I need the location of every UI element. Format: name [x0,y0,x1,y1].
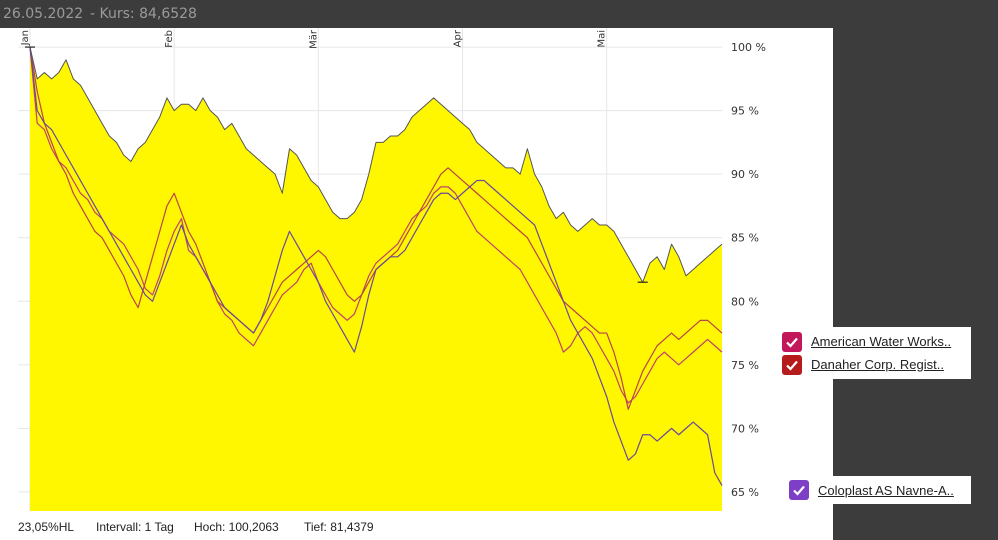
low-value: Tief: 81,4379 [304,520,374,534]
checkbox-coloplast[interactable] [789,480,809,500]
legend-item-american-water[interactable]: American Water Works.. [782,330,951,353]
y-tick-label: 70 % [731,422,759,435]
checkbox-american-water[interactable] [782,331,802,352]
legend-item-coloplast[interactable]: Coloplast AS Navne-A.. [789,479,954,502]
interval-label[interactable]: Intervall: 1 Tag [96,520,174,534]
header-bar: 26.05.2022 - Kurs: 84,6528 [0,0,998,28]
legend-label-american-water[interactable]: American Water Works.. [811,334,952,349]
header-date: 26.05.2022 [3,6,84,22]
range-percent: 23,05%HL [18,520,75,534]
series-line-coloplast [29,47,723,486]
x-month-label: Jan [20,30,31,46]
legend-box-top: American Water Works.. Danaher Corp. Reg… [776,327,971,379]
check-icon [786,360,798,371]
y-tick-label: 90 % [731,168,759,181]
x-month-label: Mär [308,29,319,49]
series-line-american-water [29,47,723,404]
x-month-label: Apr [453,29,464,47]
price-chart[interactable]: 100 % 95 % 90 % 85 % 80 % 75 % 70 % 65 % Jan Feb M… [0,28,833,514]
check-icon [793,485,805,496]
y-tick-label: 95 % [731,105,759,118]
check-icon [786,337,798,348]
chart-panel: 100 % 95 % 90 % 85 % 80 % 75 % 70 % 65 % Jan Feb M… [0,28,833,540]
main-series-line [29,46,723,283]
legend-label-danaher[interactable]: Danaher Corp. Regist.. [811,357,944,372]
main-area-fill [30,47,722,511]
high-value: Hoch: 100,2063 [194,520,279,534]
x-month-label: Feb [164,30,175,48]
x-month-label: Mai [597,30,608,48]
header-kurs: - Kurs: 84,6528 [90,6,197,22]
legend-box-bottom: Coloplast AS Navne-A.. [783,476,971,504]
checkbox-danaher[interactable] [782,354,802,375]
y-tick-label: 85 % [731,232,759,245]
y-tick-label: 65 % [731,486,759,499]
y-tick-label: 75 % [731,359,759,372]
y-tick-label: 100 % [731,41,766,54]
y-tick-label: 80 % [731,295,759,308]
chart-footer: 23,05%HL Intervall: 1 Tag Hoch: 100,2063… [0,514,833,540]
legend-item-danaher[interactable]: Danaher Corp. Regist.. [782,353,944,376]
legend-label-coloplast[interactable]: Coloplast AS Navne-A.. [818,482,954,498]
